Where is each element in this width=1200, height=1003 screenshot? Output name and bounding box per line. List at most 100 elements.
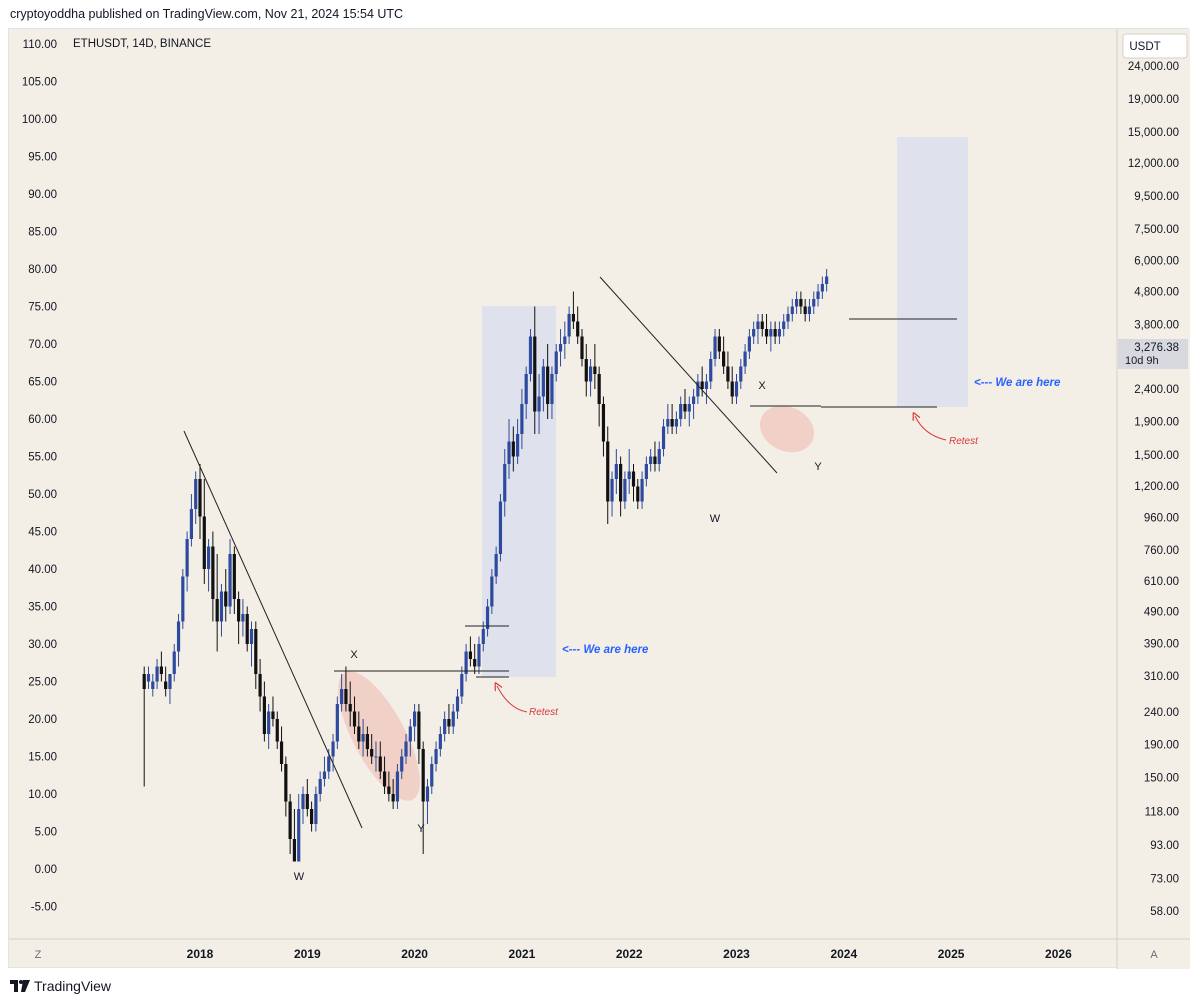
candle	[614, 449, 618, 494]
candle	[194, 471, 198, 524]
left-tick-label: 35.00	[28, 602, 57, 614]
candle	[352, 696, 357, 734]
zoom-button[interactable]: Z	[35, 949, 42, 961]
candle	[421, 741, 425, 854]
candle	[730, 366, 734, 404]
candle	[447, 704, 451, 734]
candle	[563, 321, 567, 359]
candle	[284, 756, 288, 817]
candle	[348, 681, 352, 727]
candle	[292, 809, 297, 862]
candle	[524, 366, 528, 419]
candle	[279, 726, 284, 772]
candle	[507, 419, 511, 479]
candle	[812, 291, 816, 314]
left-tick-label: 40.00	[28, 564, 57, 576]
candle	[820, 276, 824, 299]
right-tick-label: 58.00	[1150, 906, 1179, 918]
tradingview-brand: TradingView	[34, 978, 112, 994]
candle	[202, 479, 206, 584]
candle	[378, 741, 382, 779]
left-tick-label: 15.00	[28, 752, 57, 764]
candle	[404, 734, 408, 764]
candle	[516, 419, 520, 464]
wave-label-w-2022: W	[710, 513, 721, 525]
candle	[241, 599, 245, 637]
candle	[649, 449, 653, 472]
candle	[584, 344, 588, 397]
candle	[314, 786, 318, 832]
right-tick-label: 760.00	[1144, 545, 1179, 557]
candle	[713, 329, 717, 367]
downtrend-line-2022[interactable]	[599, 276, 778, 474]
candle	[537, 374, 541, 434]
candle	[576, 306, 580, 344]
candle	[425, 779, 430, 824]
right-tick-label: 960.00	[1144, 512, 1179, 524]
candle	[374, 741, 378, 772]
right-tick-label: 19,000.00	[1128, 94, 1179, 106]
left-tick-label: 0.00	[35, 864, 57, 876]
right-tick-label: 9,500.00	[1134, 191, 1179, 203]
highlight-ellipse-2023	[759, 405, 815, 453]
candle	[370, 734, 374, 764]
x-tick-label: 2025	[938, 947, 965, 961]
candle	[606, 426, 610, 524]
candle	[803, 299, 807, 322]
left-tick-label: -5.00	[31, 902, 57, 914]
candle	[224, 569, 228, 622]
candle	[786, 306, 790, 329]
candle	[271, 696, 275, 727]
candle	[206, 539, 211, 592]
candle	[580, 329, 584, 367]
candle	[794, 291, 799, 314]
candle	[219, 584, 224, 637]
candle	[228, 539, 232, 614]
x-tick-label: 2023	[723, 947, 750, 961]
right-axis-pane[interactable]	[1117, 29, 1190, 969]
candle	[477, 636, 481, 674]
candle	[739, 359, 743, 389]
candle	[683, 389, 687, 419]
currency-button[interactable]	[1122, 33, 1188, 59]
candle	[657, 441, 661, 472]
candle	[249, 621, 254, 667]
retest-arrow-2024	[915, 416, 947, 441]
right-tick-label: 1,900.00	[1134, 417, 1179, 429]
candle	[554, 344, 558, 382]
candle	[237, 591, 241, 644]
candle	[764, 314, 769, 344]
right-tick-label: 190.00	[1144, 740, 1179, 752]
candle	[430, 756, 434, 794]
candle	[232, 546, 236, 614]
candle	[631, 464, 636, 502]
right-tick-label: 12,000.00	[1128, 158, 1179, 170]
candle	[365, 726, 369, 757]
chart-panel[interactable]: 110.00 105.00 100.00 95.00 90.00 85.00 80.00 75…	[8, 28, 1190, 969]
candle	[142, 666, 146, 787]
left-tick-label: 55.00	[28, 452, 57, 464]
downtrend-line-2018[interactable]	[183, 430, 363, 829]
candle	[623, 471, 627, 509]
candle	[443, 711, 447, 742]
left-tick-label: 20.00	[28, 714, 57, 726]
candle	[722, 336, 726, 374]
candle	[619, 456, 623, 517]
candle	[460, 666, 464, 704]
candle	[726, 351, 730, 389]
candle	[769, 321, 773, 352]
right-tick-label: 2,400.00	[1134, 384, 1179, 396]
x-axis: 2018 2019 2020 2021 2022 2023 2024 2025 2026	[187, 947, 1072, 961]
candle	[541, 359, 545, 412]
candle	[588, 359, 593, 397]
candle	[275, 711, 279, 749]
candle	[455, 689, 460, 719]
candlestick-chart[interactable]: 110.00 105.00 100.00 95.00 90.00 85.00 80.00 75…	[9, 29, 1190, 969]
auto-scale-button[interactable]: A	[1150, 949, 1158, 961]
candle	[172, 644, 176, 682]
candle	[511, 426, 515, 472]
candle	[305, 779, 309, 817]
candle	[254, 621, 258, 689]
candle	[318, 771, 322, 802]
candle	[189, 494, 194, 547]
